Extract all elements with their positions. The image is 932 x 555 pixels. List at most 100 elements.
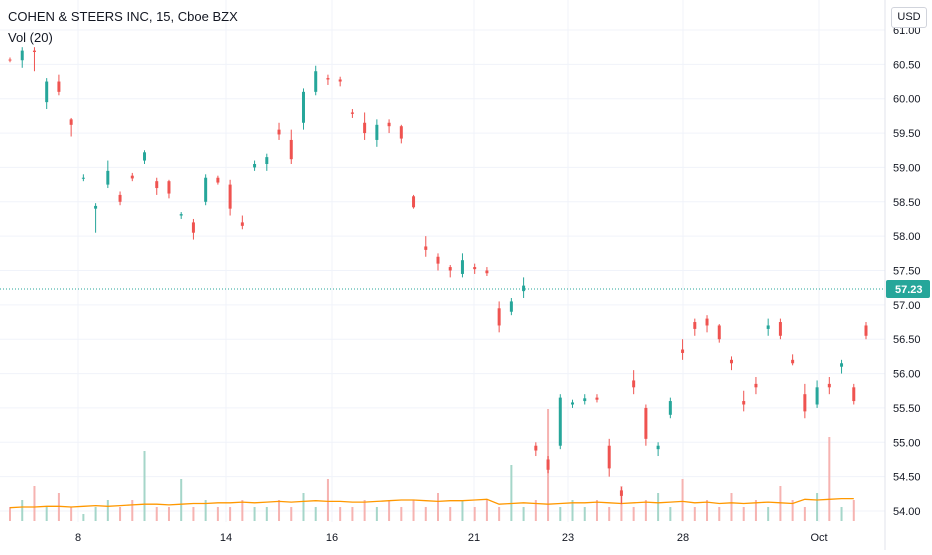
volume-bar (534, 500, 537, 521)
price-axis[interactable]: 61.00 60.50 60.00 59.50 59.00 58.50 58.00 57.50… (884, 0, 921, 550)
volume-bar (143, 451, 146, 521)
candle-body (118, 194, 122, 202)
volume-bar (803, 507, 806, 521)
price-tick-label: 60.50 (893, 59, 921, 71)
candle-body (191, 222, 195, 233)
volume-bar (290, 507, 293, 521)
candle-body (289, 139, 293, 160)
volume-bar (21, 500, 24, 521)
candle-body (350, 112, 354, 114)
volume-bar (265, 507, 268, 521)
volume-bar (730, 493, 733, 521)
candle-body (399, 126, 403, 139)
volume-bar (473, 507, 476, 521)
volume-bar (70, 507, 73, 521)
price-tick-label: 55.00 (893, 437, 921, 449)
volume-bar (791, 500, 794, 521)
candle-body (228, 184, 232, 209)
price-tick-label: 56.00 (893, 369, 921, 381)
candle-body (864, 325, 868, 336)
candle-body (106, 170, 110, 185)
volume-bar (155, 507, 158, 521)
candle-body (424, 246, 428, 250)
currency-button[interactable]: USD (891, 7, 927, 28)
volume-bar (449, 507, 452, 521)
candle-body (301, 91, 305, 123)
volume-bar (326, 479, 329, 521)
candle-body (8, 59, 12, 61)
time-tick-label: 8 (75, 532, 81, 544)
volume-bar (510, 465, 513, 521)
time-axis[interactable]: 8 14 16 21 23 28 Oct (75, 532, 828, 544)
candle-body (840, 363, 844, 367)
candle-body (803, 394, 807, 412)
candle-body (754, 383, 758, 388)
volume-bar (559, 507, 562, 521)
last-price-value: 57.23 (895, 284, 923, 296)
volume-bar (131, 500, 134, 521)
volume-bar (767, 507, 770, 521)
candle-body (742, 401, 746, 405)
candle-body (412, 196, 416, 208)
candle-body (766, 325, 770, 329)
symbol-title[interactable]: COHEN & STEERS INC, 15, Cboe BZX (8, 9, 238, 24)
volume-bar (375, 507, 378, 521)
volume-bar (669, 507, 672, 521)
candle-body (729, 359, 733, 364)
volume-bar (632, 507, 635, 521)
time-tick-label: 14 (220, 532, 232, 544)
time-tick-label: Oct (810, 532, 827, 544)
last-price-tag (886, 280, 930, 299)
candle-body (852, 387, 856, 402)
volume-bar (229, 507, 232, 521)
price-tick-label: 54.50 (893, 472, 921, 484)
candle-body (57, 81, 61, 92)
price-tick-label: 58.50 (893, 197, 921, 209)
candle-body (240, 222, 244, 226)
volume-bar (706, 500, 709, 521)
volume-bar (644, 500, 647, 521)
candle-body (644, 407, 648, 439)
volume-bar (424, 507, 427, 521)
grid-lines (0, 0, 885, 522)
volume-bar (253, 507, 256, 521)
volume-bar (595, 500, 598, 521)
volume-indicator-label[interactable]: Vol (20) (8, 30, 53, 45)
candle-body (595, 397, 599, 400)
volume-bar (522, 507, 525, 521)
price-tick-label: 58.00 (893, 231, 921, 243)
last-price-line: 57.23 (0, 280, 930, 299)
candle-body (668, 401, 672, 415)
volume-bar (498, 507, 501, 521)
volume-bar (216, 507, 219, 521)
volume-bar (302, 493, 305, 521)
candle-body (827, 383, 831, 388)
volume-bar (388, 500, 391, 521)
price-tick-label: 57.00 (893, 300, 921, 312)
candle-body (656, 445, 660, 450)
volume-bar (45, 507, 48, 521)
volume-bar (461, 500, 464, 521)
volume-bar (106, 500, 109, 521)
candle-body (143, 152, 147, 161)
volume-bar (412, 500, 415, 521)
candle-body (326, 78, 330, 80)
price-tick-label: 57.50 (893, 266, 921, 278)
volume-ma-line (9, 497, 854, 509)
candle-body (94, 205, 98, 209)
candle-body (497, 308, 501, 326)
volume-bar (82, 514, 85, 521)
candle-body (607, 445, 611, 469)
volume-bar (167, 507, 170, 521)
volume-bar (180, 479, 183, 521)
candle-body (571, 402, 575, 405)
time-tick-label: 16 (326, 532, 338, 544)
candle-body (546, 459, 550, 470)
volume-bar (241, 500, 244, 521)
volume-bar (94, 507, 97, 521)
price-tick-label: 56.50 (893, 334, 921, 346)
candle-body (460, 260, 464, 274)
volume-bar (779, 486, 782, 521)
